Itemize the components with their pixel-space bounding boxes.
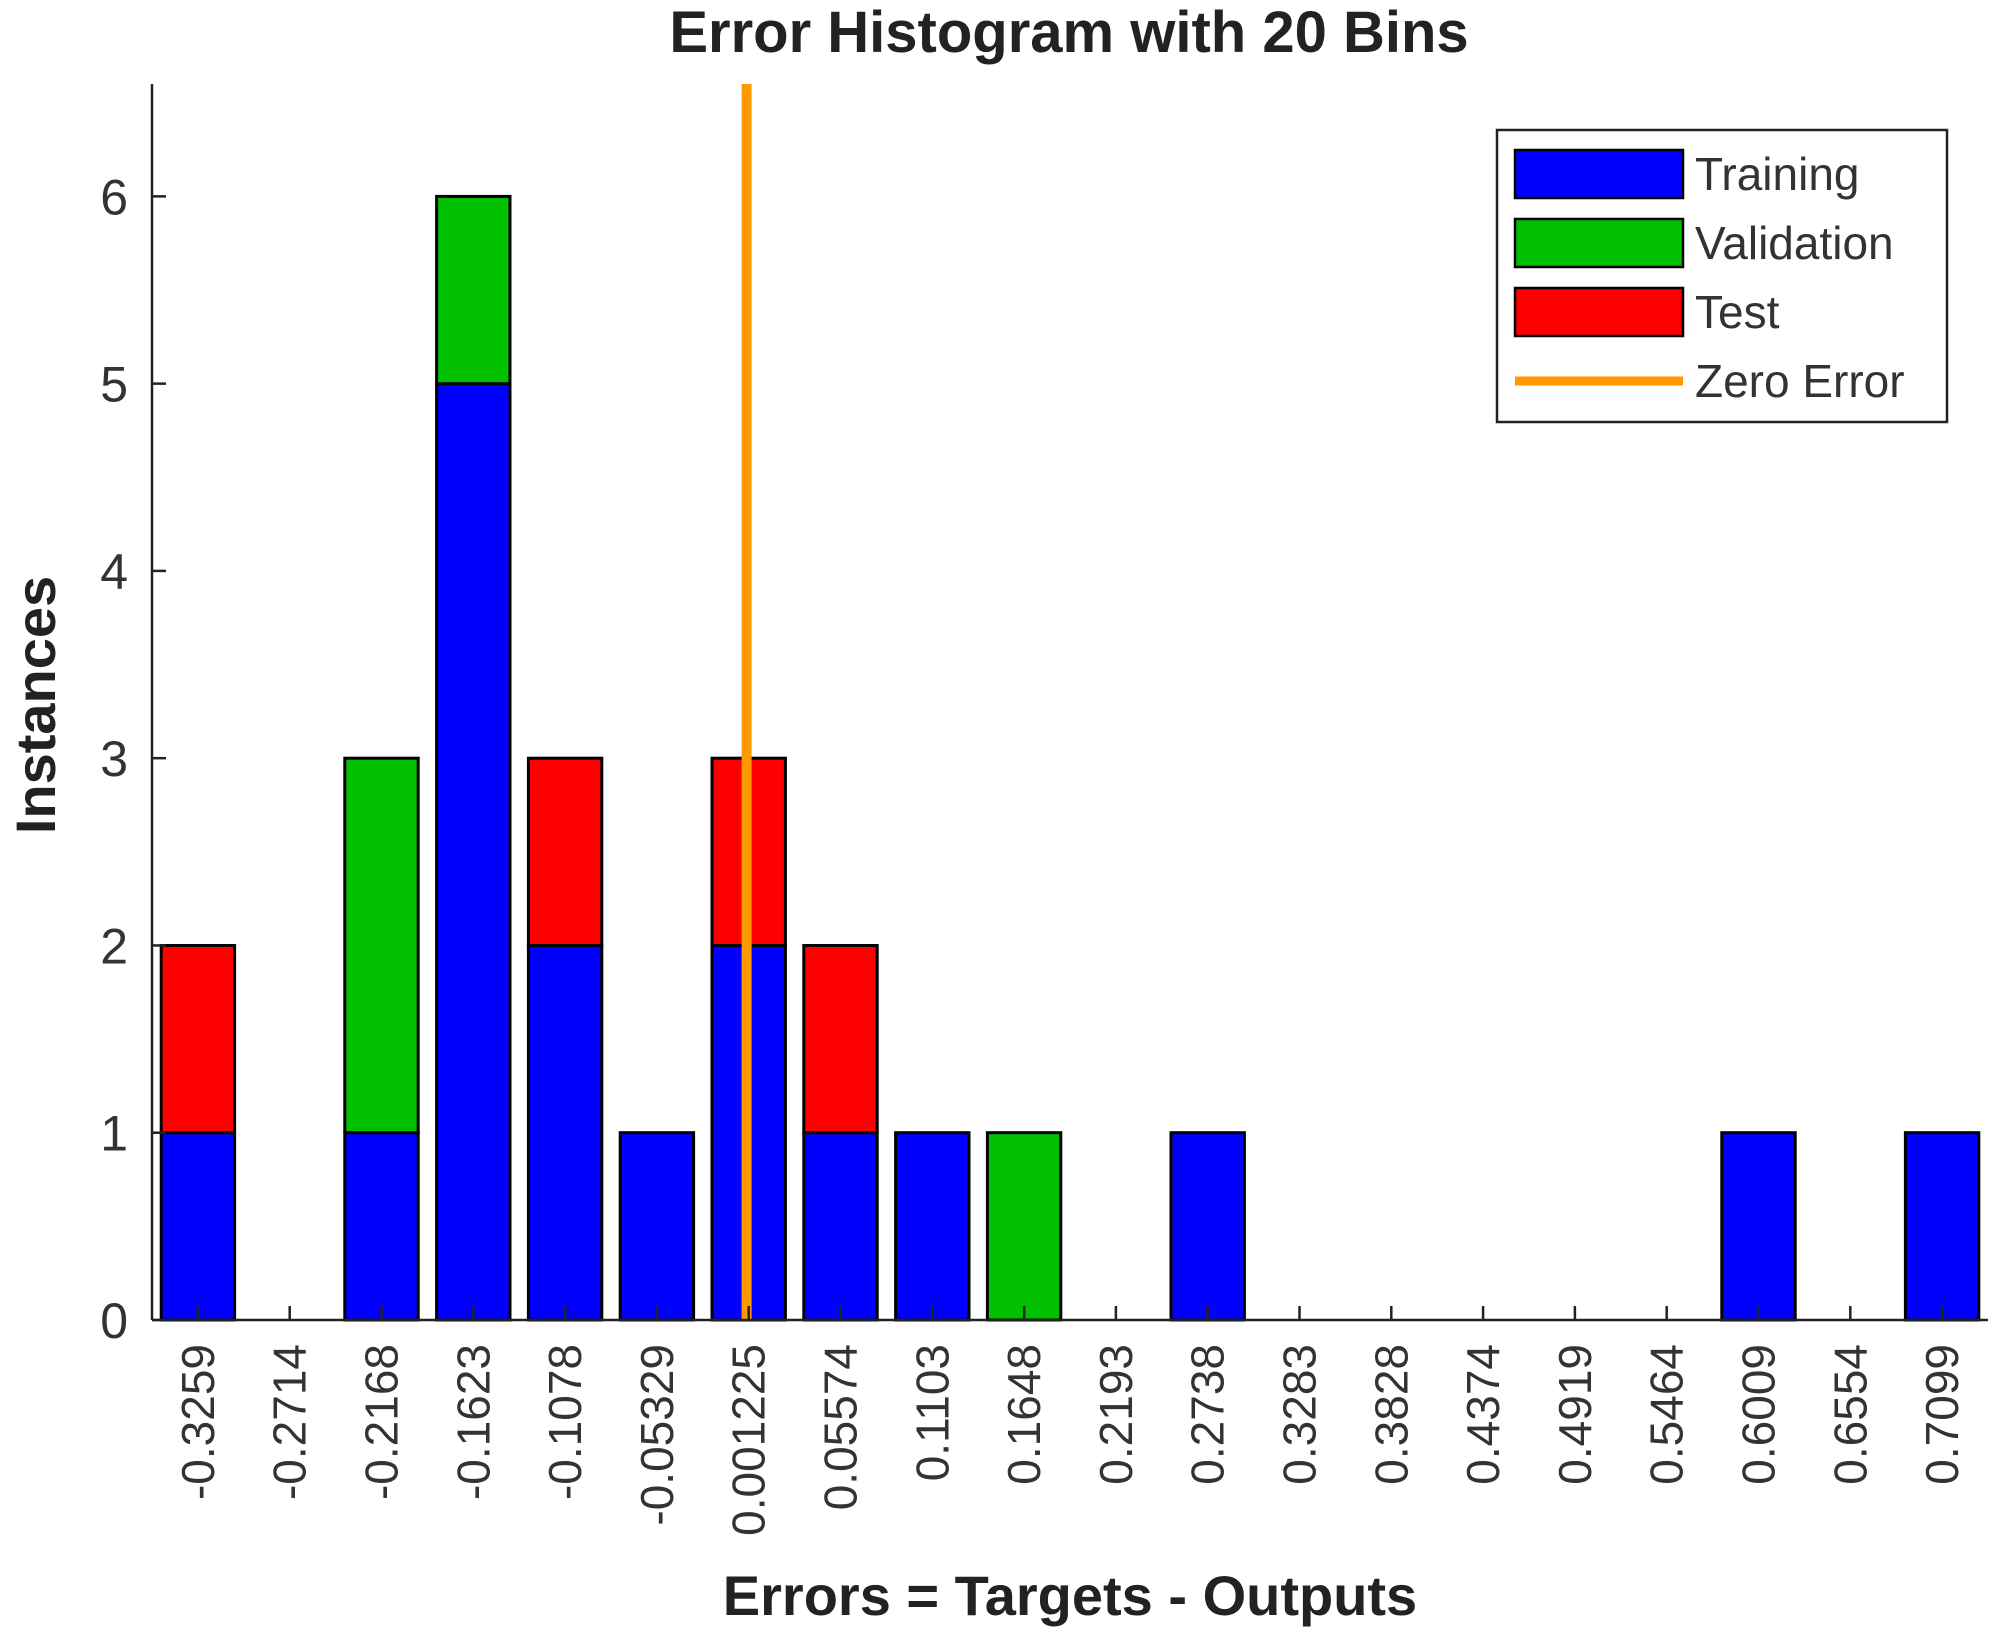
- x-tick-label: -0.2714: [264, 1344, 316, 1500]
- bar-training-11: [1169, 1131, 1246, 1322]
- x-tick-label: 0.6554: [1824, 1344, 1876, 1485]
- x-tick-label: 0.1103: [906, 1344, 958, 1481]
- bar-validation-2: [343, 756, 420, 1135]
- bar-training-19: [1903, 1131, 1981, 1322]
- chart-title: Error Histogram with 20 Bins: [669, 0, 1468, 65]
- x-tick-label: -0.1078: [539, 1344, 591, 1500]
- x-tick-label: 0.2738: [1182, 1344, 1234, 1485]
- bar-test-4: [526, 756, 604, 948]
- bar-training-3: [435, 382, 512, 1322]
- y-tick-label: 1: [100, 1106, 128, 1162]
- y-tick-label: 4: [100, 544, 128, 600]
- x-tick-label: 0.6009: [1733, 1344, 1785, 1485]
- legend-swatch-validation: [1513, 217, 1685, 269]
- legend: Training Validation Test Zero Error: [1495, 128, 1949, 424]
- x-tick-label: 0.7099: [1916, 1344, 1968, 1485]
- x-tick-label: 0.2193: [1090, 1344, 1142, 1485]
- x-tick-label: -0.05329: [631, 1344, 683, 1526]
- y-tick-label: 5: [100, 357, 128, 413]
- x-tick-label: 0.05574: [815, 1344, 867, 1510]
- legend-swatch-test: [1513, 286, 1685, 338]
- x-axis-label: Errors = Targets - Outputs: [723, 1564, 1417, 1627]
- x-tick-label: -0.3259: [172, 1344, 224, 1500]
- y-axis-label: Instances: [4, 576, 67, 834]
- bar-test-0: [159, 944, 237, 1135]
- y-tick-label: 6: [100, 169, 128, 225]
- x-tick-label: 0.3828: [1365, 1344, 1417, 1485]
- legend-label: Training: [1695, 148, 1859, 200]
- x-tick-label: 0.4374: [1457, 1344, 1509, 1485]
- legend-swatch-training: [1513, 148, 1685, 200]
- y-tick-label: 0: [100, 1293, 128, 1349]
- bar-validation-9: [985, 1131, 1063, 1322]
- y-tick-label: 2: [100, 918, 128, 974]
- x-tick-label: 0.1648: [998, 1344, 1050, 1485]
- bar-training-2: [343, 1131, 420, 1322]
- x-tick-label: 0.3283: [1274, 1344, 1326, 1485]
- axes-layer: 0 1 2 3 4 5 6 -0.3259 -0.2714 -0.2168 -0.1623 -0.10…: [100, 84, 1988, 1536]
- legend-label: Test: [1695, 286, 1780, 338]
- x-tick-label: 0.001225: [723, 1344, 775, 1536]
- bar-training-5: [618, 1131, 696, 1322]
- legend-label: Zero Error: [1695, 355, 1905, 407]
- bar-training-0: [159, 1131, 237, 1322]
- x-tick-label: 0.4919: [1549, 1344, 1601, 1485]
- bar-training-8: [894, 1131, 971, 1322]
- legend-label: Validation: [1695, 217, 1894, 269]
- y-tick-label: 3: [100, 731, 128, 787]
- x-tick-label: -0.2168: [356, 1344, 408, 1500]
- bar-test-7: [802, 944, 879, 1135]
- bar-training-4: [526, 944, 604, 1322]
- x-tick-label: -0.1623: [447, 1344, 499, 1500]
- bar-training-17: [1720, 1131, 1797, 1322]
- bar-training-7: [802, 1131, 879, 1322]
- bar-validation-3: [435, 194, 512, 386]
- x-tick-label: 0.5464: [1641, 1344, 1693, 1485]
